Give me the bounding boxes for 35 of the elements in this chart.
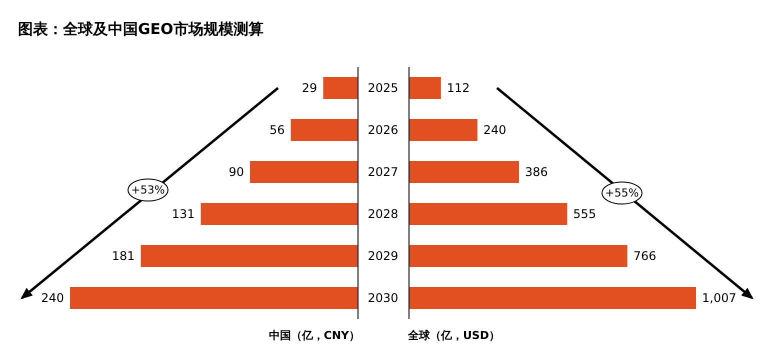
bar — [200, 203, 358, 225]
data-label: 90 — [228, 165, 244, 179]
y-tick-label: 2030 — [368, 291, 398, 305]
bar — [409, 119, 478, 141]
bar — [250, 161, 358, 183]
data-label: 386 — [525, 165, 548, 179]
annotation: +53% — [131, 184, 165, 196]
bar — [409, 287, 696, 309]
bar — [409, 77, 441, 99]
y-tick-label: 2028 — [368, 207, 398, 221]
bar — [290, 119, 358, 141]
data-label: 56 — [270, 123, 285, 137]
x-axis-title: 中国（亿，CNY） — [268, 328, 360, 343]
chart-title: 图表：全球及中国GEO市场规模测算 — [18, 20, 264, 39]
y-tick-label: 2027 — [368, 165, 398, 179]
y-tick-label: 2025 — [368, 81, 398, 95]
data-label: 29 — [302, 81, 318, 95]
data-label: 555 — [573, 207, 596, 221]
annotation: +55% — [605, 186, 639, 200]
data-label: 1,007 — [702, 291, 736, 305]
data-label: 181 — [112, 249, 135, 263]
data-label: 112 — [446, 81, 470, 95]
data-label: 131 — [172, 207, 195, 221]
bar — [140, 245, 358, 267]
bar — [409, 203, 568, 225]
bar — [70, 287, 358, 309]
y-tick-label: 2029 — [368, 249, 398, 263]
data-label: 766 — [633, 249, 656, 263]
data-label: 240 — [483, 123, 506, 137]
data-label: 240 — [41, 291, 64, 305]
bar — [409, 161, 520, 183]
y-tick-label: 2026 — [368, 123, 398, 137]
bar — [409, 245, 628, 267]
bar — [323, 77, 358, 99]
x-axis-title: 全球（亿，USD） — [408, 328, 500, 343]
